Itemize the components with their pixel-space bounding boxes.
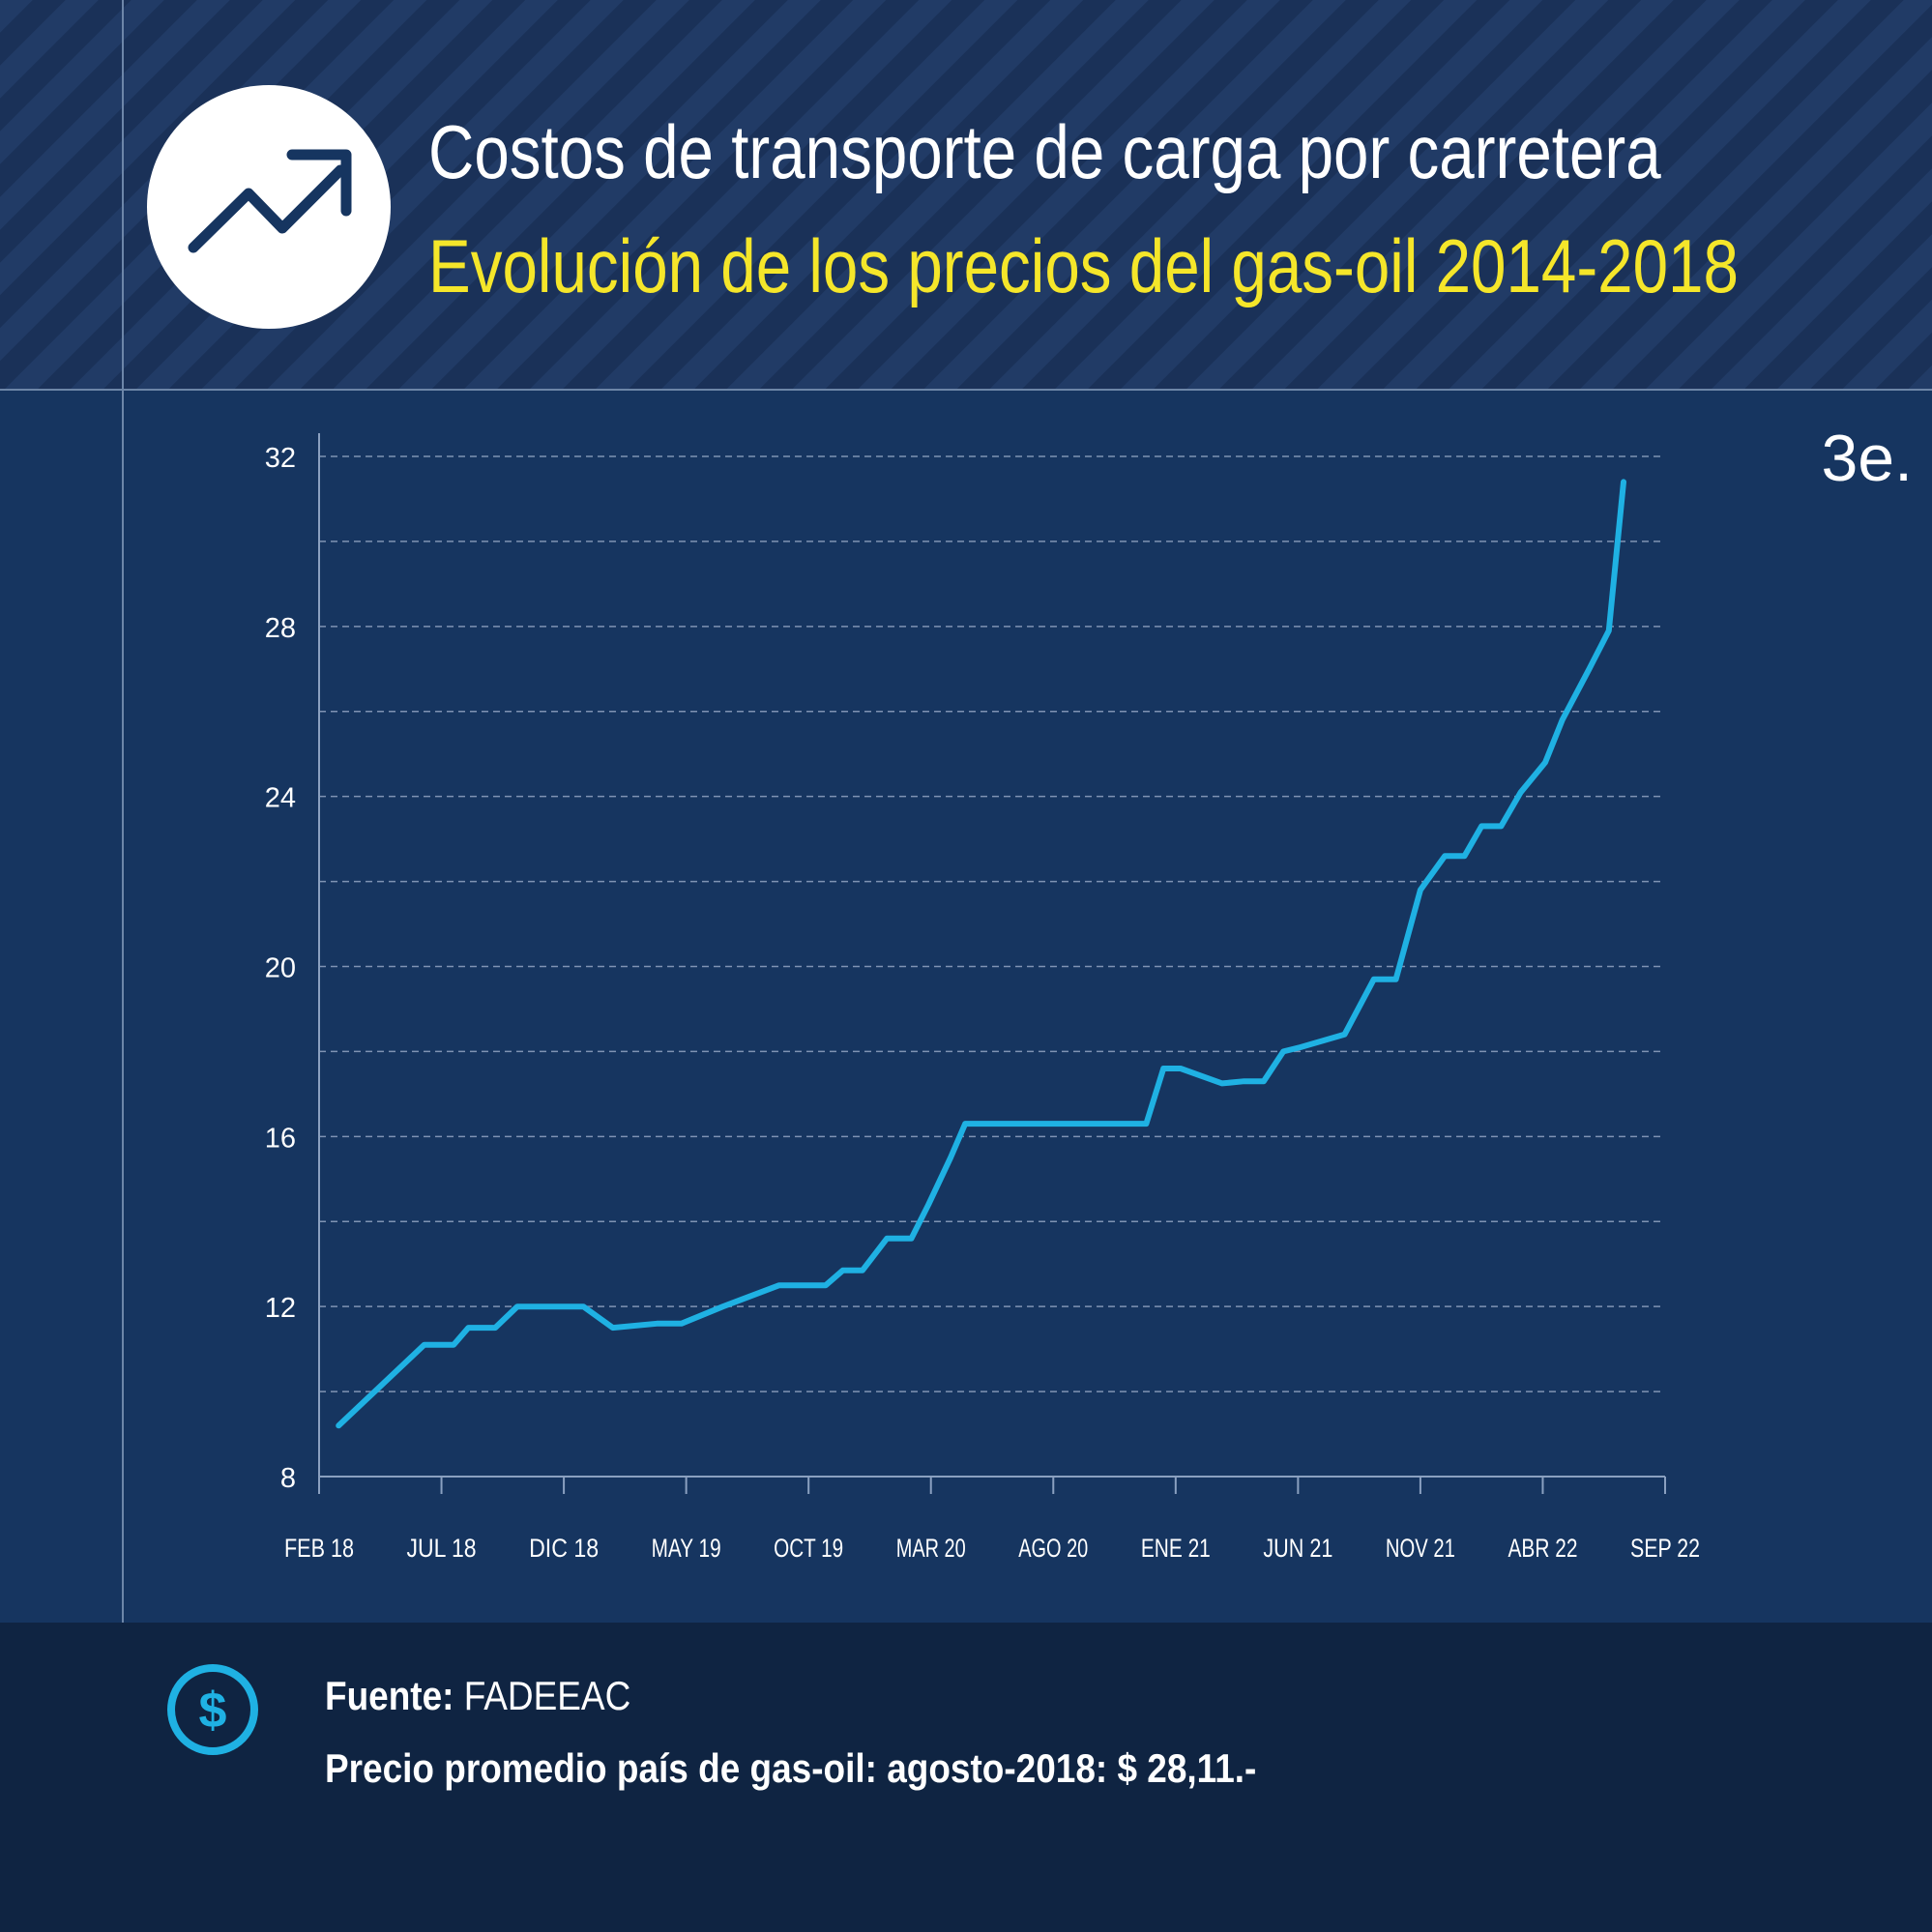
header-divider xyxy=(0,389,1932,391)
source-value: FADEEAC xyxy=(463,1673,631,1718)
x-tick-label: SEP 22 xyxy=(1630,1534,1700,1563)
source-line: Fuente: FADEEAC xyxy=(325,1676,630,1716)
x-tick-label: MAR 20 xyxy=(896,1534,966,1563)
dollar-icon: $ xyxy=(167,1664,258,1755)
x-tick-label: ENE 21 xyxy=(1141,1534,1211,1563)
x-tick-label: ABR 22 xyxy=(1508,1534,1577,1563)
y-tick-label: 16 xyxy=(265,1123,296,1154)
x-tick-label: FEB 18 xyxy=(284,1534,354,1563)
page-subtitle: Evolución de los precios del gas-oil 201… xyxy=(428,223,1739,308)
y-tick-label: 24 xyxy=(265,783,296,814)
y-tick-label: 12 xyxy=(265,1293,296,1324)
grid-layer xyxy=(319,455,1665,1392)
y-tick-label: 20 xyxy=(265,953,296,984)
vertical-divider xyxy=(122,0,124,1623)
x-tick-label: JUN 21 xyxy=(1263,1534,1332,1563)
svg-text:$: $ xyxy=(199,1683,227,1739)
page-title: Costos de transporte de carga por carret… xyxy=(428,109,1661,194)
line-chart: 8 12 16 20 24 28 32 FEB 18 JUL 18 DIC 18 MAY 19 OCT… xyxy=(265,433,1700,1563)
source-label: Fuente: xyxy=(325,1673,454,1718)
x-tick-label: NOV 21 xyxy=(1386,1534,1455,1563)
series-layer xyxy=(336,479,1626,1429)
chart-panel xyxy=(124,391,1932,1623)
x-tick-label: JUL 18 xyxy=(407,1534,477,1563)
x-tick-label: MAY 19 xyxy=(652,1534,721,1563)
y-tick-label: 8 xyxy=(280,1463,296,1494)
axis-layer xyxy=(318,433,1666,1494)
x-tick-label: AGO 20 xyxy=(1018,1534,1088,1563)
figure-tag: 3e. xyxy=(1821,422,1913,495)
series-line xyxy=(336,479,1626,1429)
y-tick-label: 28 xyxy=(265,613,296,644)
label-layer: 8 12 16 20 24 28 32 FEB 18 JUL 18 DIC 18 MAY 19 OCT… xyxy=(265,443,1700,1563)
footer xyxy=(0,1623,1932,1932)
header-band xyxy=(0,0,1932,390)
trending-up-icon xyxy=(147,85,391,329)
price-note: Precio promedio país de gas-oil: agosto-… xyxy=(325,1745,1257,1791)
y-tick-label: 32 xyxy=(265,443,296,474)
x-tick-label: OCT 19 xyxy=(774,1534,843,1563)
x-tick-label: DIC 18 xyxy=(529,1534,599,1563)
